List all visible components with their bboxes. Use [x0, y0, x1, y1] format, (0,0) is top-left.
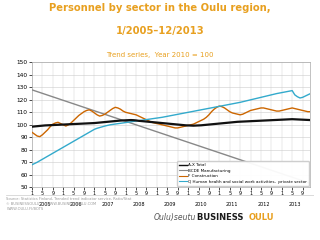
Text: Personnel by sector in the Oulu region,: Personnel by sector in the Oulu region, — [49, 3, 271, 13]
Text: OULU: OULU — [248, 213, 274, 222]
Text: BUSINESS: BUSINESS — [197, 213, 246, 222]
Text: Oulu)seutu: Oulu)seutu — [153, 213, 196, 222]
Text: Trend series,  Year 2010 = 100: Trend series, Year 2010 = 100 — [106, 52, 214, 58]
Text: 1/2005–12/2013: 1/2005–12/2013 — [116, 26, 204, 36]
Text: Source: Statistics Finland, Trended trend indicator service, Ratio/Stat
© BUSINE: Source: Statistics Finland, Trended tren… — [6, 197, 132, 211]
Legend: A-X Total, BCDE Manufacturing, F Construction, Q Human health and social work ac: A-X Total, BCDE Manufacturing, F Constru… — [177, 162, 309, 186]
